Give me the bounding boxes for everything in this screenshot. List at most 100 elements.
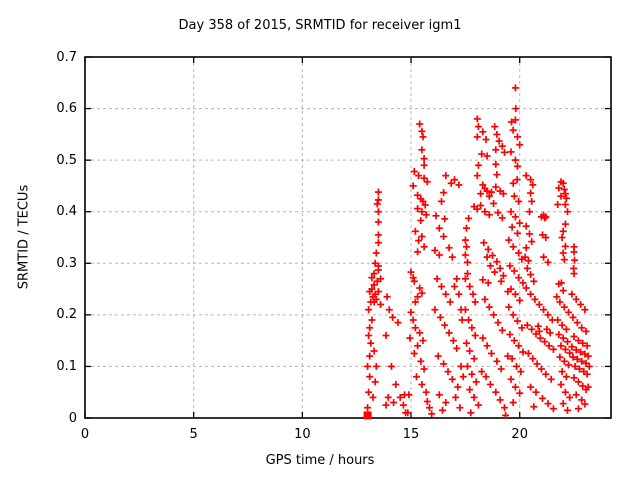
data-point [532,388,540,396]
data-point [377,275,385,283]
data-point [439,406,446,414]
data-point [472,378,480,386]
data-point [481,208,489,216]
data-point [505,236,513,244]
data-point [508,118,515,126]
data-point [434,352,442,360]
data-point [539,394,546,402]
data-point [372,295,380,303]
data-point [372,249,380,257]
data-point [508,355,516,363]
data-point [417,357,425,365]
data-point [418,233,426,240]
data-point [542,213,550,221]
data-point [421,201,429,209]
x-tick-label: 5 [189,427,198,442]
data-point [432,212,440,220]
data-point [417,217,425,224]
data-point [528,325,536,333]
data-point [416,284,424,292]
data-point [497,365,505,373]
data-point [444,368,452,376]
data-point [466,386,474,394]
data-point [371,378,379,386]
data-point [390,399,398,406]
data-point [447,179,455,187]
data-point [515,197,523,205]
data-point [496,396,504,404]
data-point [582,327,590,335]
data-point [499,190,507,198]
data-point [523,264,531,272]
data-point [507,208,515,216]
data-point [364,404,372,412]
data-point [578,357,586,365]
data-point [545,342,553,350]
data-point [578,396,586,404]
data-point [540,306,548,314]
data-point [555,331,563,338]
data-point [518,324,526,332]
data-point [406,334,414,342]
data-point [461,236,469,244]
data-point [414,293,422,301]
data-point [428,410,436,418]
data-point [544,258,552,266]
data-point [562,373,570,381]
data-point [420,161,428,169]
data-point-square [363,411,372,420]
data-point [365,388,373,396]
data-point [566,349,574,357]
data-point [453,344,461,352]
data-point [399,401,407,409]
x-axis-label: GPS time / hours [265,453,375,468]
data-point [530,277,538,285]
data-point [577,348,585,356]
chart-title: Day 358 of 2015, SRMTID for receiver igm… [178,18,462,33]
data-point [524,257,532,265]
data-point [510,337,518,345]
data-point [528,197,536,205]
data-point [435,224,443,232]
data-point [570,270,578,278]
data-point [527,271,535,279]
data-point [549,405,557,413]
data-point [452,393,460,401]
data-point [566,393,574,401]
data-point [463,243,470,251]
data-point [495,137,503,145]
data-point [528,238,536,246]
data-point [560,256,568,264]
data-point [418,381,426,388]
data-point [494,319,502,327]
data-point [374,288,382,296]
data-point [541,338,549,346]
data-point [559,249,567,257]
data-point [553,293,561,301]
data-point [508,223,516,231]
data-point [558,368,566,376]
data-point [558,234,566,241]
data-point [410,168,418,175]
data-point [491,123,499,131]
data-point [468,324,476,332]
data-point [571,362,579,370]
data-point [453,275,461,283]
data-point [469,290,477,298]
data-point [474,161,482,169]
y-tick-label: 0.1 [56,358,77,374]
data-point [562,325,570,333]
data-point [490,200,498,207]
data-point [435,391,443,399]
data-point [409,274,417,282]
data-point [514,317,521,325]
data-point [501,404,508,412]
data-point [491,268,499,276]
data-point [510,267,518,275]
data-point [448,253,456,261]
data-point [419,197,427,205]
data-point [374,188,382,196]
data-point [559,287,567,295]
data-point [465,316,473,324]
data-point [470,355,478,363]
